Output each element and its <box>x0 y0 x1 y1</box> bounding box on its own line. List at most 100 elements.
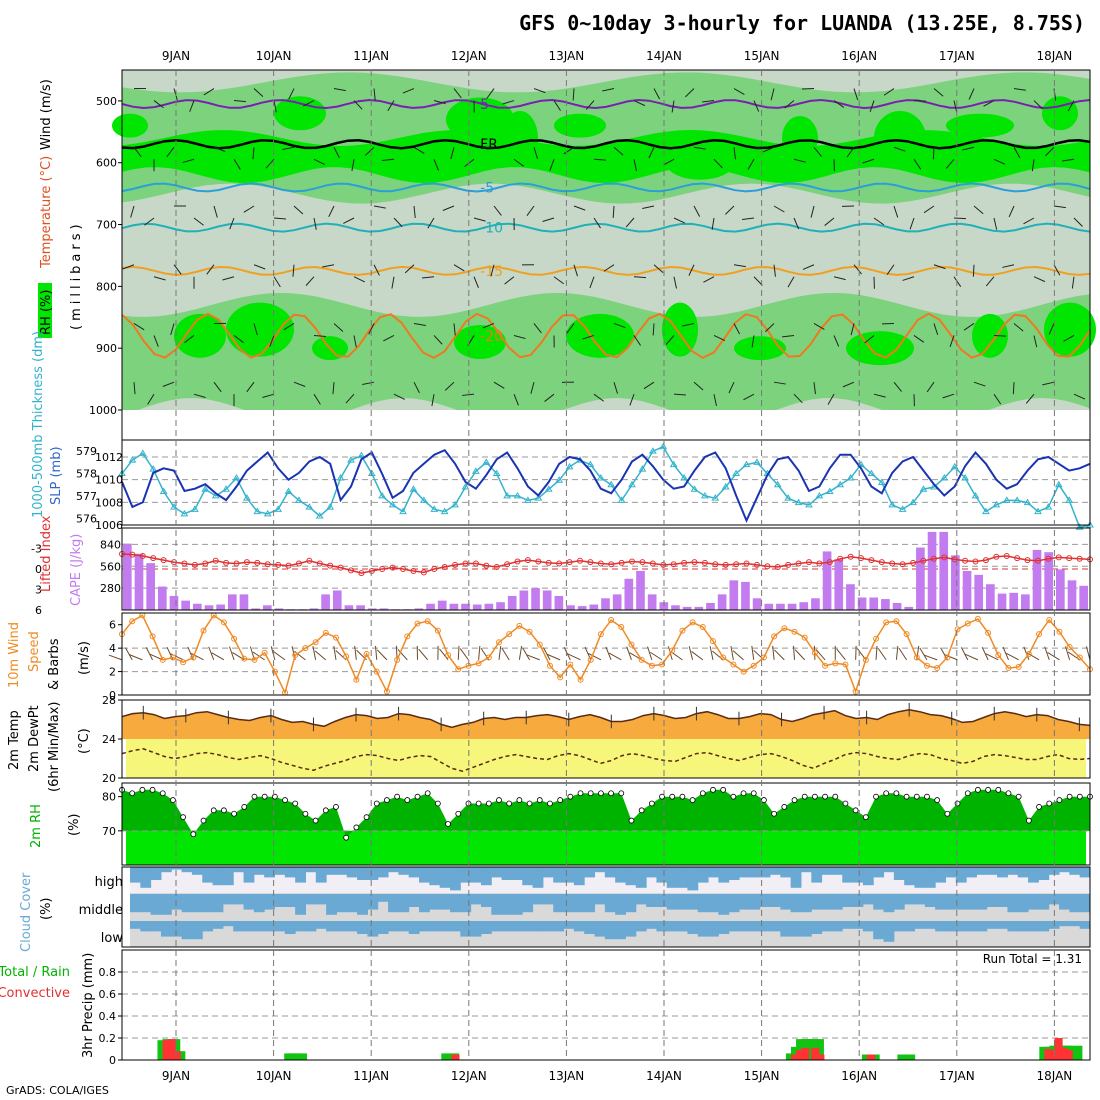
cape-bar <box>566 605 575 610</box>
wind-barb <box>533 323 542 334</box>
rh-point <box>964 790 971 797</box>
rh-point <box>1015 793 1022 800</box>
wind-barb <box>1023 217 1035 225</box>
wind-barb <box>305 276 315 286</box>
cloud-middle-cell <box>770 894 781 907</box>
lifted-point <box>587 559 594 566</box>
cape-bar <box>367 608 377 610</box>
wind-speed-point <box>995 652 1002 659</box>
cloud-high-cell <box>924 867 936 888</box>
cloud-low-cell <box>852 921 864 929</box>
cloud-high-cell <box>1079 867 1091 878</box>
surface-wind-barb <box>919 647 928 661</box>
cloud-middle-label: middle <box>79 903 123 918</box>
cloud-middle-cell <box>615 894 626 915</box>
wind-speed-line <box>121 614 1091 695</box>
cloud-high-cell <box>945 867 957 878</box>
wind-barb <box>770 88 775 101</box>
cloud-high-cell <box>873 867 885 878</box>
wind-barb <box>184 335 195 344</box>
thickness-point <box>336 474 345 481</box>
wind-barb <box>743 393 755 401</box>
surface-wind-barb <box>650 651 663 661</box>
cloud-middle-cell <box>470 894 482 905</box>
lifted-point <box>930 555 937 562</box>
wind-speed-point <box>587 656 594 663</box>
surface-wind-barb <box>270 646 276 660</box>
rh-point <box>924 793 930 800</box>
cloud-low-cell <box>780 921 792 937</box>
cloud-middle-cell <box>408 894 420 907</box>
wind-barb <box>693 381 704 391</box>
thickness-point <box>742 460 751 468</box>
cloud-low-cell <box>594 921 606 937</box>
cape-labels: Lifted Index CAPE (J/kg) <box>39 515 84 606</box>
rh-point <box>1036 804 1042 810</box>
wind-barb <box>1002 264 1015 268</box>
wind-speed-point <box>526 628 533 635</box>
cloud-high-cell <box>480 867 492 886</box>
cloud-low-cell <box>759 921 771 932</box>
lifted-point <box>816 560 823 567</box>
precip-convective-bar <box>1064 1050 1073 1060</box>
thickness-tick-label: 579 <box>76 445 97 458</box>
lifted-point <box>920 557 927 564</box>
cloud-middle-cell <box>997 894 1008 907</box>
lifted-point <box>441 563 448 570</box>
thickness-point <box>940 474 949 481</box>
surface-wind-barb <box>232 652 245 661</box>
rh-tick-label: 80 <box>102 791 116 804</box>
cloud-high-cell <box>150 867 162 880</box>
thickness-point <box>399 507 407 515</box>
cloud-middle-cell <box>532 894 544 905</box>
date-label-bottom: 11JAN <box>353 1069 389 1083</box>
rh-point <box>842 800 849 807</box>
cloud-high-cell <box>491 867 503 878</box>
cape-bar <box>694 606 704 610</box>
date-label-bottom: 9JAN <box>162 1069 190 1083</box>
lifted-point <box>691 559 698 566</box>
wind-barb <box>673 393 687 396</box>
wind-barb <box>1067 100 1075 112</box>
pressure-tick-label: 500 <box>96 95 117 108</box>
wind-barb <box>813 382 816 395</box>
wind-barb <box>153 276 166 281</box>
thickness-point <box>919 485 928 492</box>
rh-point <box>231 810 237 817</box>
surface-wind-barb <box>1044 646 1050 661</box>
wind-barb <box>633 100 646 107</box>
lifted-point <box>150 555 157 562</box>
cloud-low-cell <box>202 921 214 932</box>
cloud-middle-cell <box>697 894 709 913</box>
cloud-low-cell <box>1028 921 1039 932</box>
thickness-point <box>1054 480 1063 488</box>
rh-point <box>394 793 401 800</box>
wind-barb <box>842 381 855 388</box>
cloud-high-cell <box>635 867 647 888</box>
surface-wind-barb <box>522 647 531 661</box>
wind-barb <box>293 381 306 387</box>
cape-bar <box>717 594 727 610</box>
lifted-point <box>1055 554 1062 561</box>
thickness-point <box>1075 523 1084 530</box>
thickness-point <box>992 500 1001 508</box>
rh-point <box>791 797 798 803</box>
wind-speed-point <box>129 618 136 625</box>
wind-barb <box>427 217 435 229</box>
cloud-low-cell <box>480 921 492 934</box>
cape-bar <box>776 603 785 610</box>
rh-point <box>139 786 146 793</box>
thickness-point <box>867 469 876 477</box>
thickness-point <box>305 503 314 510</box>
thickness-point <box>628 480 636 488</box>
thickness-point <box>846 474 855 481</box>
wind-speed-point <box>353 676 360 683</box>
wind-barb <box>653 88 661 100</box>
thickness-point <box>680 474 688 481</box>
upper-rh-label: RH (%) <box>39 290 54 335</box>
cloud-middle-cell <box>460 894 472 913</box>
rh-point <box>995 786 1002 793</box>
cloud-low-cell <box>160 921 172 937</box>
wind-speed-point <box>791 628 798 635</box>
cloud-high-cell <box>130 867 141 883</box>
